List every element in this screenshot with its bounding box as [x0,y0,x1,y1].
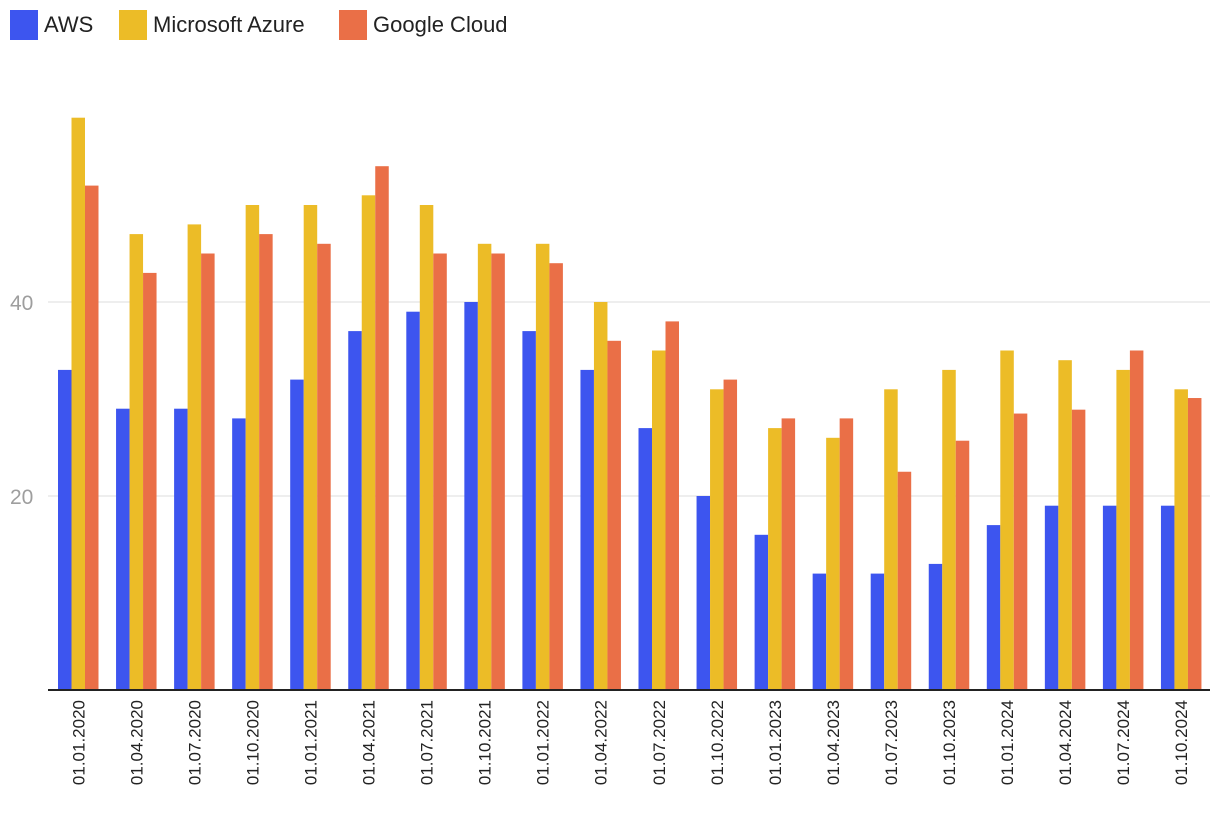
x-tick-label: 01.07.2020 [185,700,204,785]
x-tick-label: 01.04.2021 [360,700,379,785]
bar-google-cloud [607,340,621,690]
bar-aws [348,331,362,690]
bar-google-cloud [1187,398,1202,690]
legend-label: Google Cloud [373,12,508,37]
bar-google-cloud [143,272,157,690]
x-tick-label: 01.04.2020 [127,700,146,785]
legend-item-0: AWS [10,10,93,40]
bar-aws [116,408,130,690]
bar-google-cloud [1013,413,1028,690]
bars [58,117,1202,691]
y-tick-label: 40 [10,292,33,315]
bar-aws [1044,505,1059,690]
bar-google-cloud [549,263,563,690]
x-tick-label: 01.10.2024 [1172,700,1191,785]
bar-microsoft-azure [942,369,956,690]
x-tick-label: 01.01.2020 [69,700,88,785]
legend-item-2: Google Cloud [339,10,508,40]
x-tick-label: 01.10.2020 [243,700,262,785]
bar-aws [638,428,652,690]
bar-aws [522,331,536,690]
x-axis-ticks: 01.01.2020 01.04.2020 01.07.2020 01.10.2020… [69,700,1191,785]
x-tick-label: 01.04.2022 [592,700,611,785]
bar-aws [232,418,246,690]
bar-aws [754,534,769,690]
bar-aws [696,496,711,690]
x-tick-label: 01.07.2022 [650,700,669,785]
legend-swatch [119,10,147,40]
bar-google-cloud [1129,350,1144,690]
bar-google-cloud [665,321,679,690]
bar-google-cloud [781,418,796,690]
x-tick-label: 01.10.2022 [708,700,727,785]
bar-aws [986,525,1001,690]
legend-swatch [10,10,38,40]
bar-google-cloud [433,253,447,690]
bar-google-cloud [375,166,389,690]
bar-microsoft-azure [768,428,782,690]
bar-google-cloud [839,418,854,690]
x-tick-label: 01.10.2023 [940,700,959,785]
bar-google-cloud [317,243,331,691]
legend-label: Microsoft Azure [153,12,305,37]
bar-microsoft-azure [710,389,724,690]
bar-microsoft-azure [652,350,666,690]
bar-microsoft-azure [419,205,434,690]
bar-google-cloud [723,379,738,690]
x-tick-label: 01.04.2024 [1056,700,1075,785]
bar-microsoft-azure [826,437,840,690]
bar-google-cloud [1071,409,1086,690]
bar-aws [580,369,594,690]
bar-google-cloud [85,185,99,690]
x-tick-label: 01.07.2023 [882,700,901,785]
bar-google-cloud [955,440,970,690]
bar-aws [406,311,420,690]
legend-item-1: Microsoft Azure [119,10,305,40]
bar-aws [928,563,943,690]
bar-microsoft-azure [477,243,492,691]
bar-microsoft-azure [593,302,608,690]
bar-google-cloud [201,253,215,690]
bar-microsoft-azure [1058,360,1072,690]
x-tick-label: 01.04.2023 [824,700,843,785]
legend: AWS Microsoft Azure Google Cloud [10,10,508,40]
y-tick-label: 20 [10,486,33,509]
bar-microsoft-azure [1000,350,1014,690]
bar-microsoft-azure [1174,389,1188,690]
bar-microsoft-azure [187,224,202,690]
bar-aws [812,573,827,690]
bar-microsoft-azure [303,205,318,690]
bar-microsoft-azure [535,243,550,691]
gridlines [48,301,1210,497]
x-tick-label: 01.01.2023 [766,700,785,785]
bar-microsoft-azure [245,205,260,690]
x-tick-label: 01.01.2024 [998,700,1017,785]
bar-google-cloud [259,234,273,690]
x-tick-label: 01.07.2021 [418,700,437,785]
bar-aws [290,379,304,690]
x-tick-label: 01.10.2021 [476,700,495,785]
legend-swatch [339,10,367,40]
bar-aws [174,408,188,690]
x-tick-label: 01.01.2021 [301,700,320,785]
bar-aws [464,302,478,690]
bar-microsoft-azure [129,234,144,690]
x-tick-label: 01.07.2024 [1114,700,1133,785]
legend-label: AWS [44,12,93,37]
bar-google-cloud [897,471,912,690]
bar-google-cloud [491,253,505,690]
bar-aws [870,573,885,690]
bar-microsoft-azure [361,195,376,691]
bar-aws [58,369,72,690]
x-tick-label: 01.01.2022 [534,700,553,785]
bar-microsoft-azure [71,117,85,690]
bar-microsoft-azure [1116,369,1130,690]
bar-aws [1102,505,1117,690]
bar-aws [1160,505,1175,690]
bar-microsoft-azure [884,389,898,690]
